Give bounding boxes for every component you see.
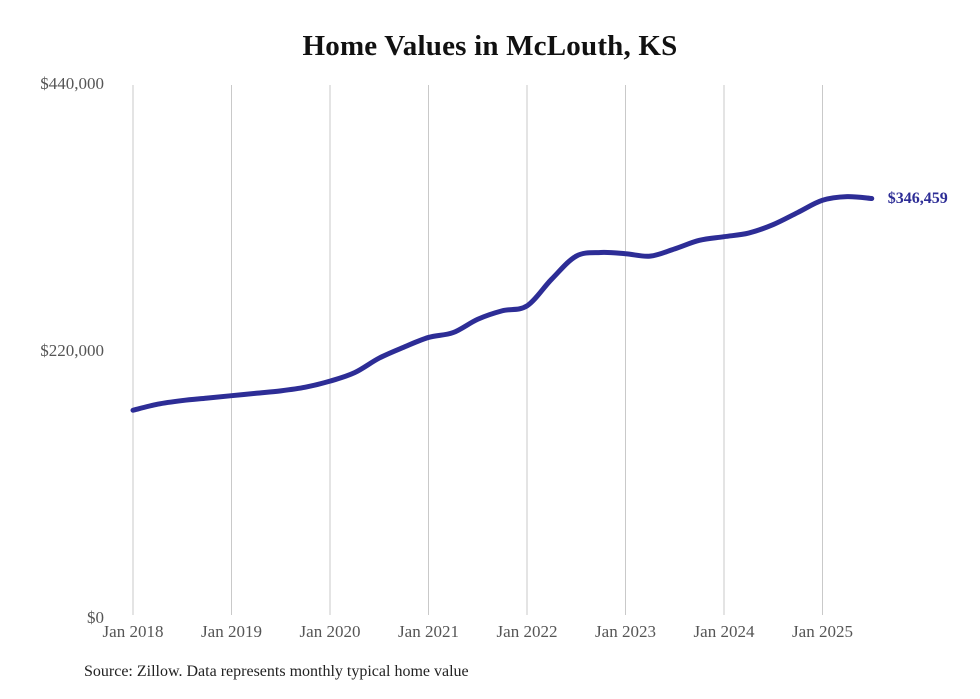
chart-title: Home Values in McLouth, KS: [302, 30, 678, 62]
end-value-label: $346,459: [887, 189, 948, 207]
y-tick-label: $0: [87, 608, 104, 627]
x-gridlines: [132, 85, 823, 615]
y-axis: $440,000 $220,000 $0: [0, 0, 104, 699]
y-tick-label: $220,000: [40, 341, 104, 360]
x-tick-label: Jan 2025: [792, 622, 853, 641]
y-tick-label: $440,000: [40, 74, 104, 93]
x-tick-label: Jan 2023: [595, 622, 656, 641]
x-tick-label: Jan 2020: [299, 622, 361, 641]
x-tick-label: Jan 2022: [496, 622, 558, 641]
x-tick-label: Jan 2021: [398, 622, 459, 641]
source-note: Source: Zillow. Data represents monthly …: [84, 663, 469, 680]
x-tick-label: Jan 2018: [102, 622, 164, 641]
x-tick-label: Jan 2024: [693, 622, 755, 641]
home-value-line: [130, 194, 875, 413]
x-tick-label: Jan 2019: [201, 622, 262, 641]
